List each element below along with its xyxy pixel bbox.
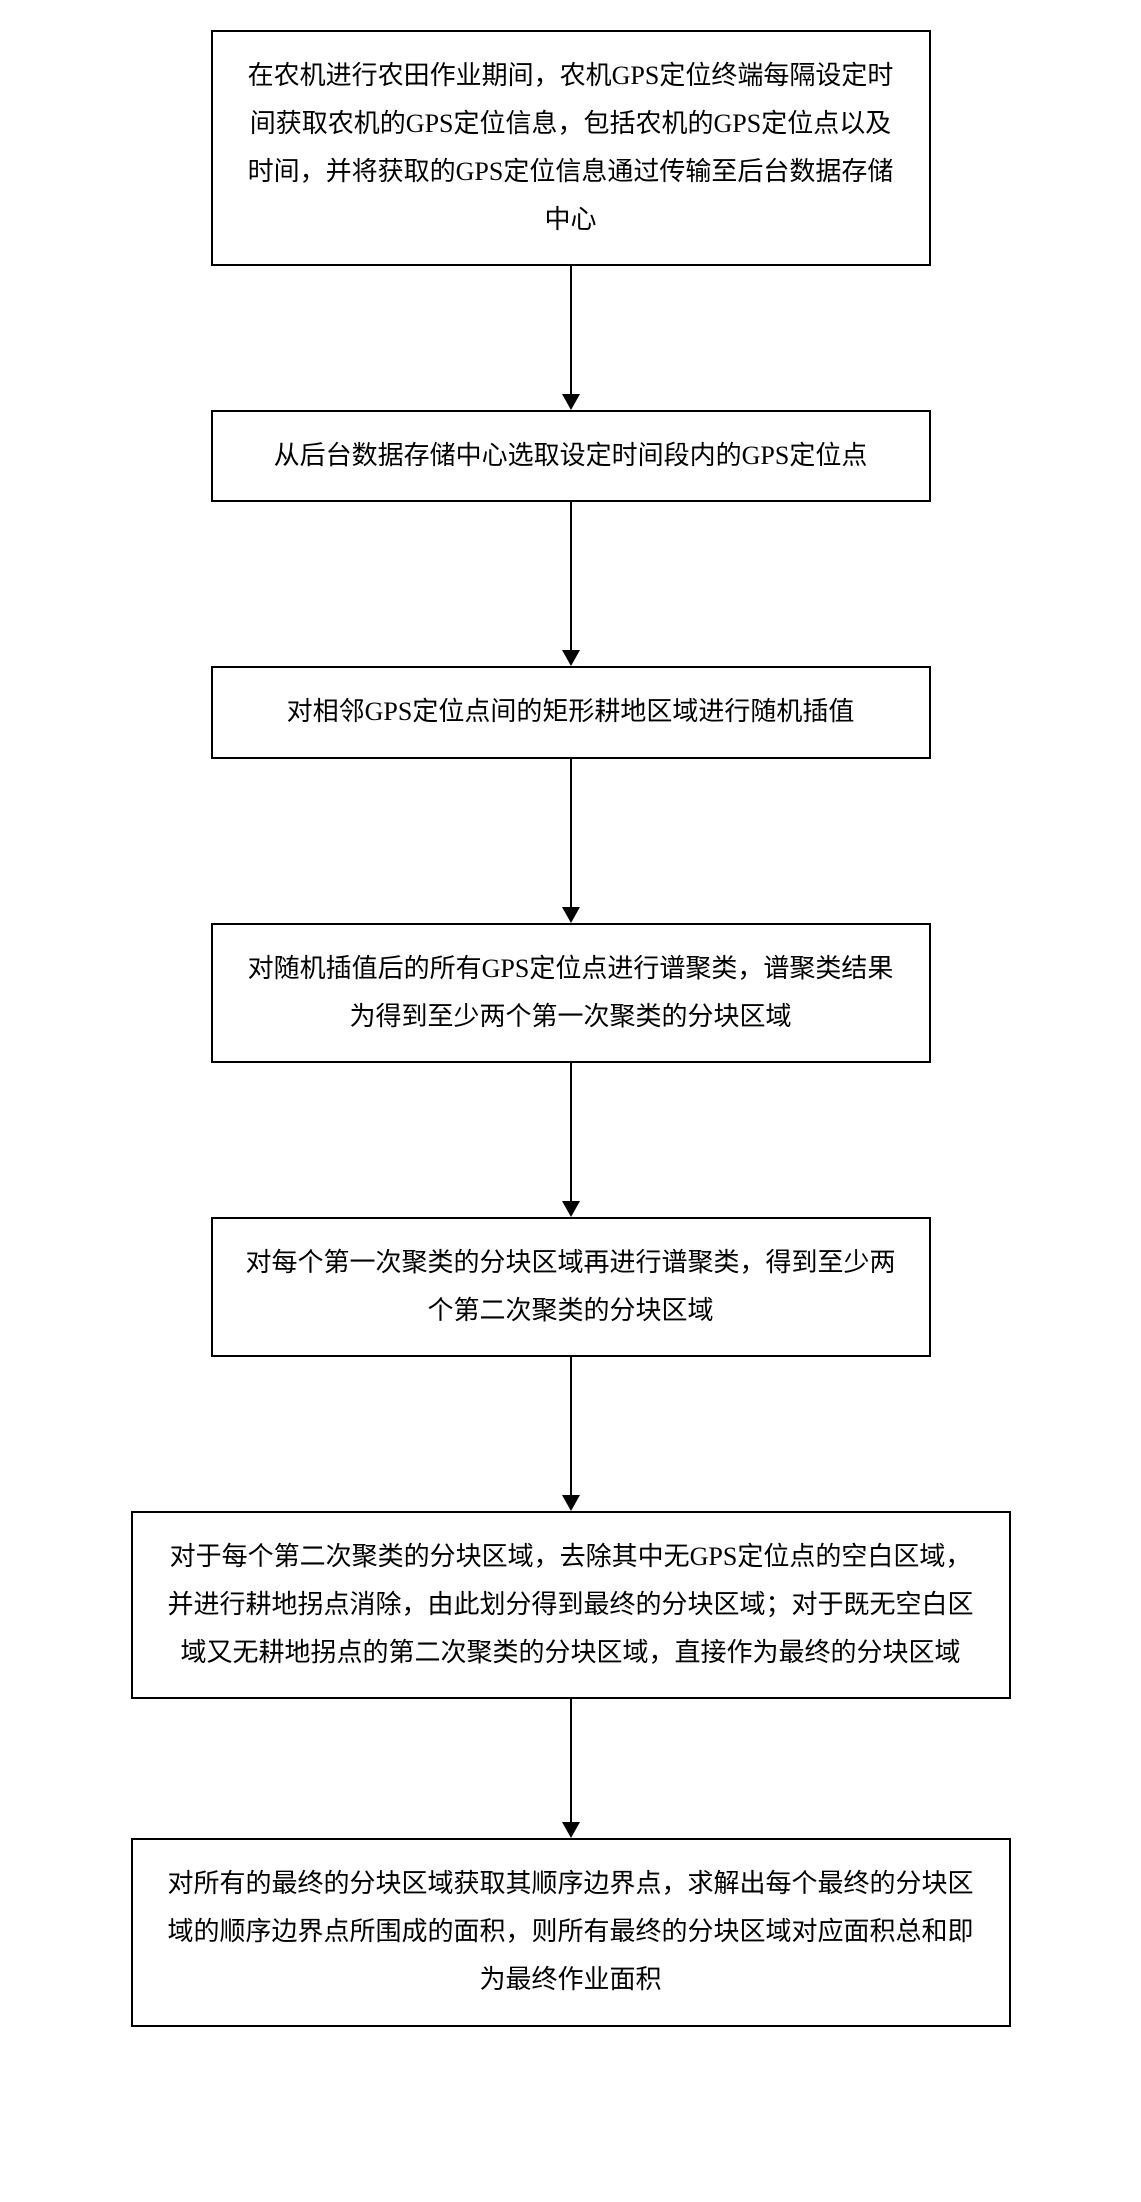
flowchart-container: 在农机进行农田作业期间，农机GPS定位终端每隔设定时间获取农机的GPS定位信息，… bbox=[40, 30, 1101, 2027]
arrow-line bbox=[570, 502, 572, 651]
flow-box-s3: 对相邻GPS定位点间的矩形耕地区域进行随机插值 bbox=[211, 666, 931, 758]
arrow-head-icon bbox=[562, 1201, 580, 1217]
arrow-down bbox=[562, 759, 580, 923]
flow-box-s7: 对所有的最终的分块区域获取其顺序边界点，求解出每个最终的分块区域的顺序边界点所围… bbox=[131, 1838, 1011, 2026]
arrow-head-icon bbox=[562, 1822, 580, 1838]
arrow-line bbox=[570, 1699, 572, 1823]
step-s5: 对每个第一次聚类的分块区域再进行谱聚类，得到至少两个第二次聚类的分块区域 bbox=[40, 1217, 1101, 1511]
arrow-line bbox=[570, 1357, 572, 1496]
step-s7: 对所有的最终的分块区域获取其顺序边界点，求解出每个最终的分块区域的顺序边界点所围… bbox=[40, 1838, 1101, 2026]
flow-box-s4: 对随机插值后的所有GPS定位点进行谱聚类，谱聚类结果为得到至少两个第一次聚类的分… bbox=[211, 923, 931, 1063]
arrow-line bbox=[570, 266, 572, 395]
flow-box-s5: 对每个第一次聚类的分块区域再进行谱聚类，得到至少两个第二次聚类的分块区域 bbox=[211, 1217, 931, 1357]
arrow-head-icon bbox=[562, 1495, 580, 1511]
step-s4: 对随机插值后的所有GPS定位点进行谱聚类，谱聚类结果为得到至少两个第一次聚类的分… bbox=[40, 923, 1101, 1217]
arrow-line bbox=[570, 759, 572, 908]
arrow-down bbox=[562, 1063, 580, 1217]
arrow-head-icon bbox=[562, 650, 580, 666]
arrow-down bbox=[562, 266, 580, 410]
arrow-line bbox=[570, 1063, 572, 1202]
step-s3: 对相邻GPS定位点间的矩形耕地区域进行随机插值 bbox=[40, 666, 1101, 922]
arrow-down bbox=[562, 502, 580, 666]
step-s1: 在农机进行农田作业期间，农机GPS定位终端每隔设定时间获取农机的GPS定位信息，… bbox=[40, 30, 1101, 410]
arrow-down bbox=[562, 1357, 580, 1511]
flow-box-s6: 对于每个第二次聚类的分块区域，去除其中无GPS定位点的空白区域，并进行耕地拐点消… bbox=[131, 1511, 1011, 1699]
arrow-head-icon bbox=[562, 394, 580, 410]
step-s2: 从后台数据存储中心选取设定时间段内的GPS定位点 bbox=[40, 410, 1101, 666]
flow-box-s1: 在农机进行农田作业期间，农机GPS定位终端每隔设定时间获取农机的GPS定位信息，… bbox=[211, 30, 931, 266]
flow-box-s2: 从后台数据存储中心选取设定时间段内的GPS定位点 bbox=[211, 410, 931, 502]
arrow-head-icon bbox=[562, 907, 580, 923]
arrow-down bbox=[562, 1699, 580, 1838]
step-s6: 对于每个第二次聚类的分块区域，去除其中无GPS定位点的空白区域，并进行耕地拐点消… bbox=[40, 1511, 1101, 1838]
